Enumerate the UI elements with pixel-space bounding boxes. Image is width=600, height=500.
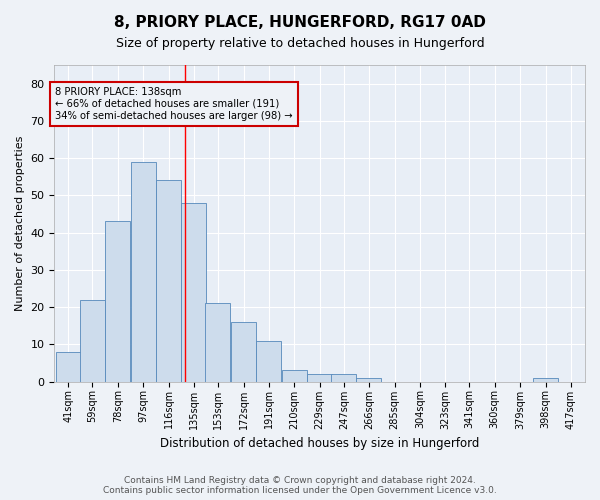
Bar	[181, 203, 206, 382]
Bar	[281, 370, 307, 382]
X-axis label: Distribution of detached houses by size in Hungerford: Distribution of detached houses by size …	[160, 437, 479, 450]
Text: 8, PRIORY PLACE, HUNGERFORD, RG17 0AD: 8, PRIORY PLACE, HUNGERFORD, RG17 0AD	[114, 15, 486, 30]
Bar	[256, 340, 281, 382]
Bar	[331, 374, 356, 382]
Bar	[307, 374, 332, 382]
Text: Contains HM Land Registry data © Crown copyright and database right 2024.
Contai: Contains HM Land Registry data © Crown c…	[103, 476, 497, 495]
Bar	[356, 378, 382, 382]
Bar	[156, 180, 181, 382]
Bar	[533, 378, 558, 382]
Bar	[56, 352, 81, 382]
Bar	[105, 222, 130, 382]
Bar	[205, 304, 230, 382]
Y-axis label: Number of detached properties: Number of detached properties	[15, 136, 25, 311]
Text: 8 PRIORY PLACE: 138sqm
← 66% of detached houses are smaller (191)
34% of semi-de: 8 PRIORY PLACE: 138sqm ← 66% of detached…	[55, 88, 293, 120]
Bar	[231, 322, 256, 382]
Bar	[80, 300, 105, 382]
Text: Size of property relative to detached houses in Hungerford: Size of property relative to detached ho…	[116, 38, 484, 51]
Bar	[131, 162, 155, 382]
